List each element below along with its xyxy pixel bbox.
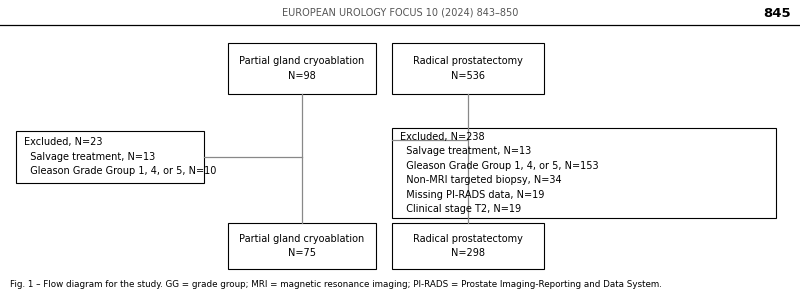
FancyBboxPatch shape	[228, 223, 376, 269]
Text: EUROPEAN UROLOGY FOCUS 10 (2024) 843–850: EUROPEAN UROLOGY FOCUS 10 (2024) 843–850	[282, 7, 518, 18]
FancyBboxPatch shape	[392, 128, 776, 218]
FancyBboxPatch shape	[228, 43, 376, 94]
Text: 845: 845	[762, 7, 790, 20]
Text: Partial gland cryoablation
N=98: Partial gland cryoablation N=98	[239, 56, 365, 80]
Text: Radical prostatectomy
N=536: Radical prostatectomy N=536	[413, 56, 523, 80]
FancyBboxPatch shape	[392, 223, 544, 269]
Text: Excluded, N=238
  Salvage treatment, N=13
  Gleason Grade Group 1, 4, or 5, N=15: Excluded, N=238 Salvage treatment, N=13 …	[400, 132, 598, 214]
FancyBboxPatch shape	[392, 43, 544, 94]
Text: Fig. 1 – Flow diagram for the study. GG = grade group; MRI = magnetic resonance : Fig. 1 – Flow diagram for the study. GG …	[10, 280, 662, 289]
Text: Excluded, N=23
  Salvage treatment, N=13
  Gleason Grade Group 1, 4, or 5, N=10: Excluded, N=23 Salvage treatment, N=13 G…	[24, 137, 216, 176]
FancyBboxPatch shape	[16, 131, 204, 183]
Text: Partial gland cryoablation
N=75: Partial gland cryoablation N=75	[239, 233, 365, 258]
Text: Radical prostatectomy
N=298: Radical prostatectomy N=298	[413, 233, 523, 258]
